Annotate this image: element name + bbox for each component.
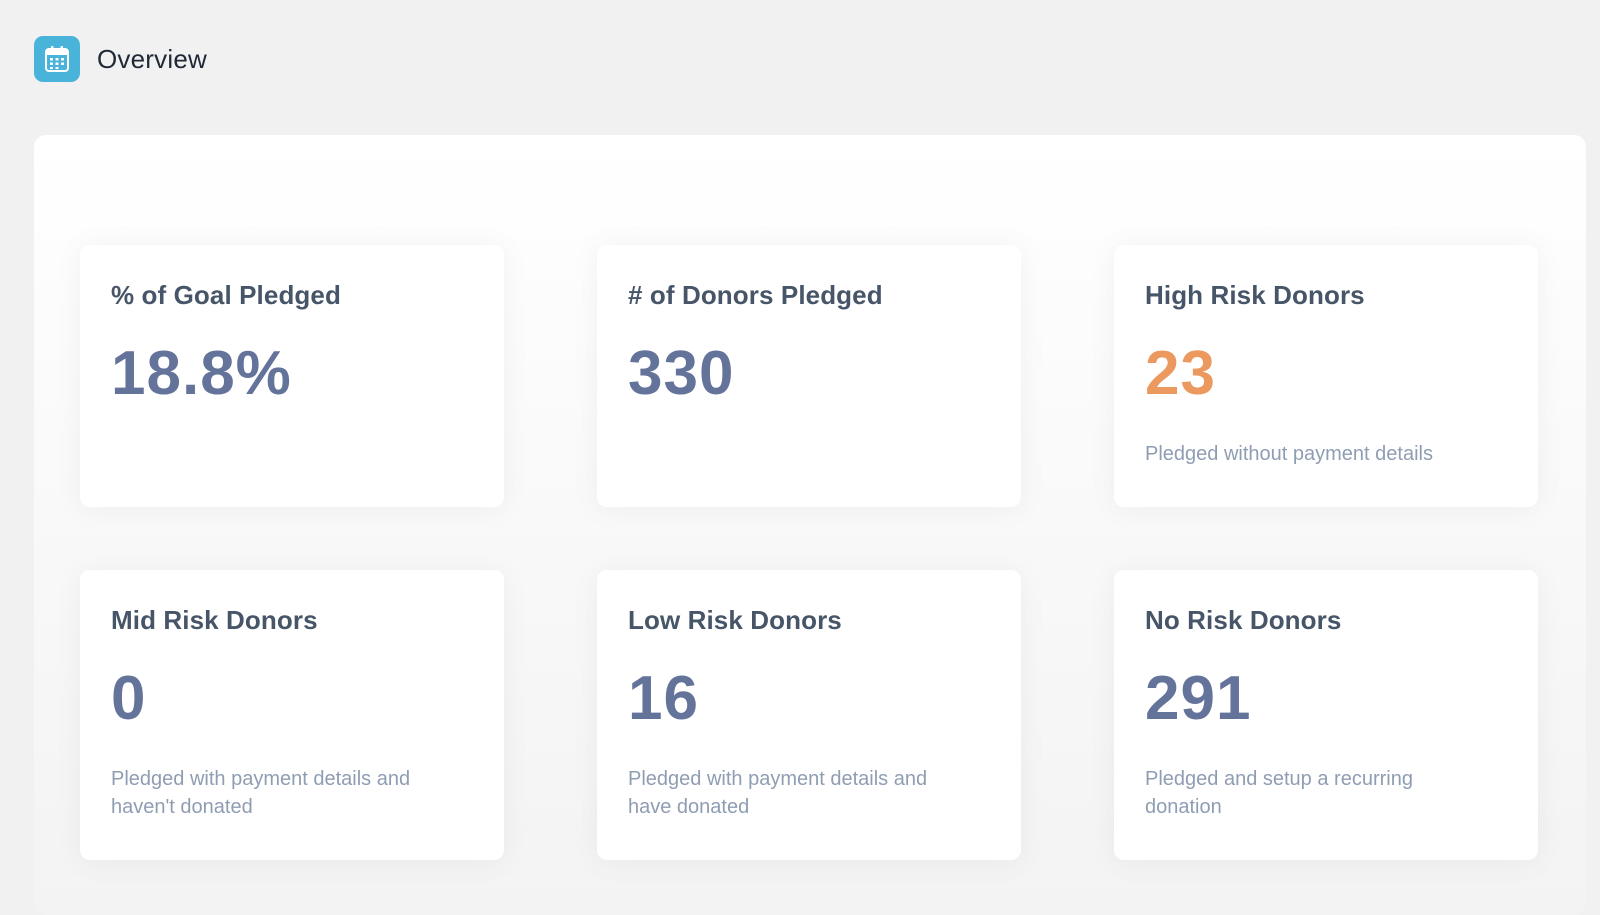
card-title: % of Goal Pledged xyxy=(111,280,341,310)
card-value: 0 xyxy=(111,664,147,733)
calendar-icon xyxy=(34,36,80,82)
card-value: 16 xyxy=(628,664,699,733)
card-description: Pledged with payment details and have do… xyxy=(628,768,928,818)
card-value: 330 xyxy=(628,339,735,408)
stat-card-mid-risk: Mid Risk Donors 0 Pledged with payment d… xyxy=(80,570,504,860)
card-title: Mid Risk Donors xyxy=(111,605,318,635)
stat-card-goal-pledged: % of Goal Pledged 18.8% xyxy=(80,245,504,507)
stats-grid: % of Goal Pledged 18.8% # of Donors Pled… xyxy=(80,245,1538,860)
page-header: Overview xyxy=(34,36,207,82)
card-description: Pledged without payment details xyxy=(1145,443,1433,465)
card-title: # of Donors Pledged xyxy=(628,280,883,310)
overview-panel: % of Goal Pledged 18.8% # of Donors Pled… xyxy=(34,135,1586,915)
card-description: Pledged with payment details and haven't… xyxy=(111,768,411,818)
card-title: Low Risk Donors xyxy=(628,605,842,635)
card-title: High Risk Donors xyxy=(1145,280,1365,310)
card-value: 23 xyxy=(1145,339,1216,408)
stat-card-no-risk: No Risk Donors 291 Pledged and setup a r… xyxy=(1114,570,1538,860)
page-title: Overview xyxy=(97,43,207,74)
stat-card-low-risk: Low Risk Donors 16 Pledged with payment … xyxy=(597,570,1021,860)
card-description: Pledged and setup a recurring donation xyxy=(1145,768,1413,818)
card-value: 291 xyxy=(1145,664,1252,733)
stat-card-high-risk: High Risk Donors 23 Pledged without paym… xyxy=(1114,245,1538,507)
card-value: 18.8% xyxy=(111,339,292,408)
stat-card-donors-pledged: # of Donors Pledged 330 xyxy=(597,245,1021,507)
card-title: No Risk Donors xyxy=(1145,605,1342,635)
